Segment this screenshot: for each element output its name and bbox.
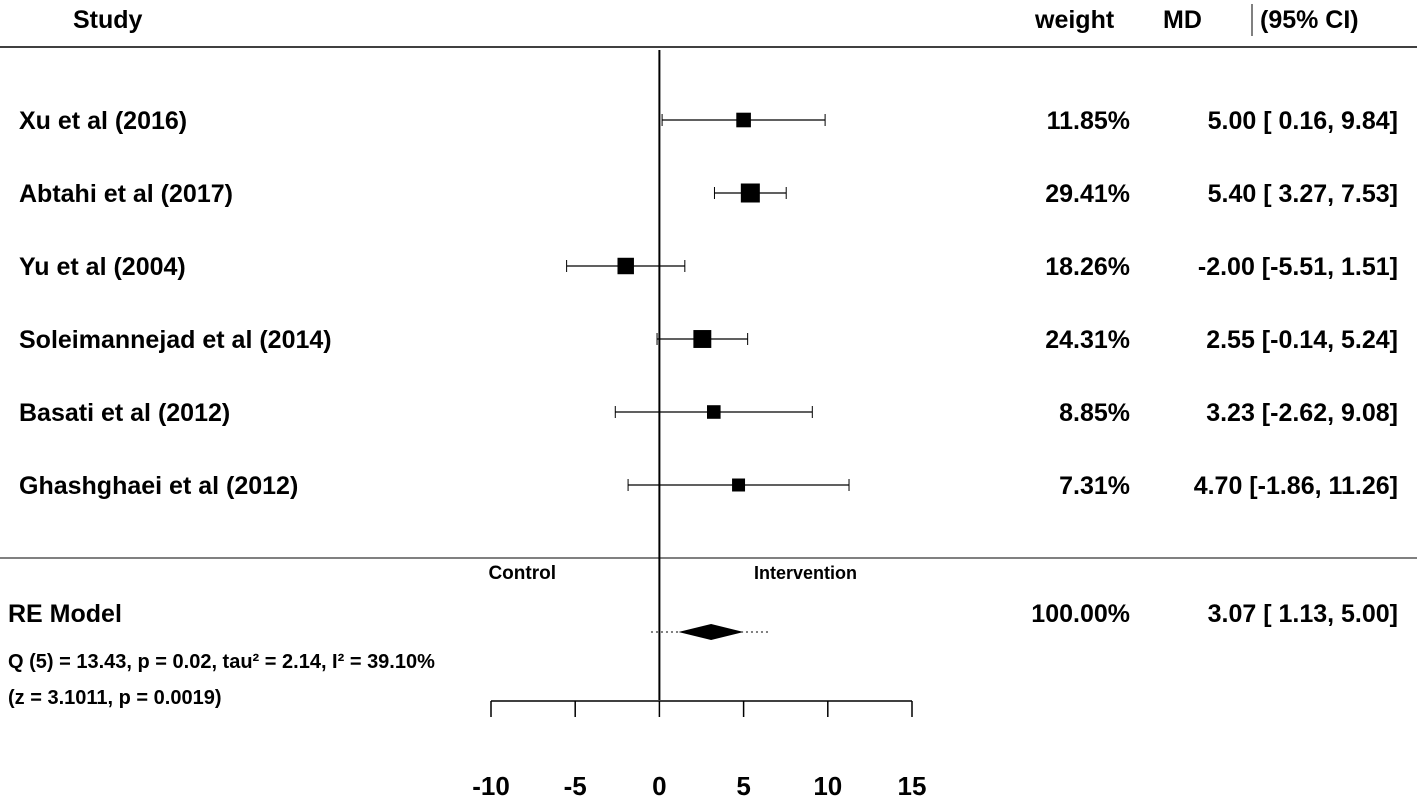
study-name: Soleimannejad et al (2014) <box>19 326 332 354</box>
study-name: Xu et al (2016) <box>19 107 187 135</box>
header-study: Study <box>73 6 143 34</box>
study-weight: 29.41% <box>1045 180 1130 208</box>
x-tick-label: -5 <box>564 771 587 801</box>
point-estimate-square <box>732 478 746 492</box>
header-md: MD <box>1163 6 1202 34</box>
point-estimate-square <box>736 112 751 128</box>
study-name: Basati et al (2012) <box>19 399 230 427</box>
study-name: Yu et al (2004) <box>19 253 186 281</box>
study-weight: 7.31% <box>1059 472 1130 500</box>
heterogeneity-stats: Q (5) = 13.43, p = 0.02, tau² = 2.14, I²… <box>8 651 435 673</box>
point-estimate-square <box>707 405 721 419</box>
summary-estimate: 3.07 [ 1.13, 5.00] <box>1208 600 1398 628</box>
x-tick-label: 5 <box>736 771 750 801</box>
study-row: Soleimannejad et al (2014) 24.31% 2.55 [-0… <box>19 326 1398 354</box>
study-row: Xu et al (2016) 11.85% 5.00 [ 0.16, 9.84] <box>19 107 1398 135</box>
study-weight: 11.85% <box>1047 107 1130 135</box>
point-estimate-square <box>617 257 634 275</box>
header-ci: (95% CI) <box>1260 6 1359 34</box>
study-rows: Xu et al (2016) 11.85% 5.00 [ 0.16, 9.84] A… <box>19 107 1398 500</box>
study-row: Ghashghaei et al (2012) 7.31% 4.70 [-1.86,… <box>19 472 1398 500</box>
study-row: Abtahi et al (2017) 29.41% 5.40 [ 3.27, 7.… <box>19 180 1398 208</box>
study-estimate: 5.40 [ 3.27, 7.53] <box>1208 180 1398 208</box>
intervention-label: Intervention <box>754 563 857 583</box>
study-estimate: 3.23 [-2.62, 9.08] <box>1206 399 1398 427</box>
study-estimate: 2.55 [-0.14, 5.24] <box>1206 326 1398 354</box>
study-estimate: 4.70 [-1.86, 11.26] <box>1194 472 1398 500</box>
x-axis: -10 -5 0 5 10 15 <box>472 700 927 801</box>
study-weight: 8.85% <box>1059 399 1130 427</box>
overall-effect-test: (z = 3.1011, p = 0.0019) <box>8 687 221 709</box>
study-weight: 24.31% <box>1045 326 1130 354</box>
point-estimate-square <box>693 330 712 348</box>
x-tick-label: 0 <box>652 771 666 801</box>
point-estimate-square <box>740 183 760 203</box>
summary-weight: 100.00% <box>1031 600 1130 628</box>
x-tick-label: 10 <box>813 771 842 801</box>
x-tick-label: 15 <box>898 771 927 801</box>
control-label: Control <box>488 563 556 584</box>
study-row: Basati et al (2012) 8.85% 3.23 [-2.62, 9.0… <box>19 399 1398 427</box>
study-estimate: 5.00 [ 0.16, 9.84] <box>1208 107 1398 135</box>
summary-label: RE Model <box>8 600 122 628</box>
x-tick-label: -10 <box>472 771 510 801</box>
header-weight: weight <box>1034 6 1115 34</box>
study-row: Yu et al (2004) 18.26% -2.00 [-5.51, 1.51] <box>19 253 1398 281</box>
study-weight: 18.26% <box>1045 253 1130 281</box>
study-name: Ghashghaei et al (2012) <box>19 472 298 500</box>
study-name: Abtahi et al (2017) <box>19 180 233 208</box>
study-estimate: -2.00 [-5.51, 1.51] <box>1198 253 1398 281</box>
pooled-estimate-diamond <box>678 624 744 640</box>
